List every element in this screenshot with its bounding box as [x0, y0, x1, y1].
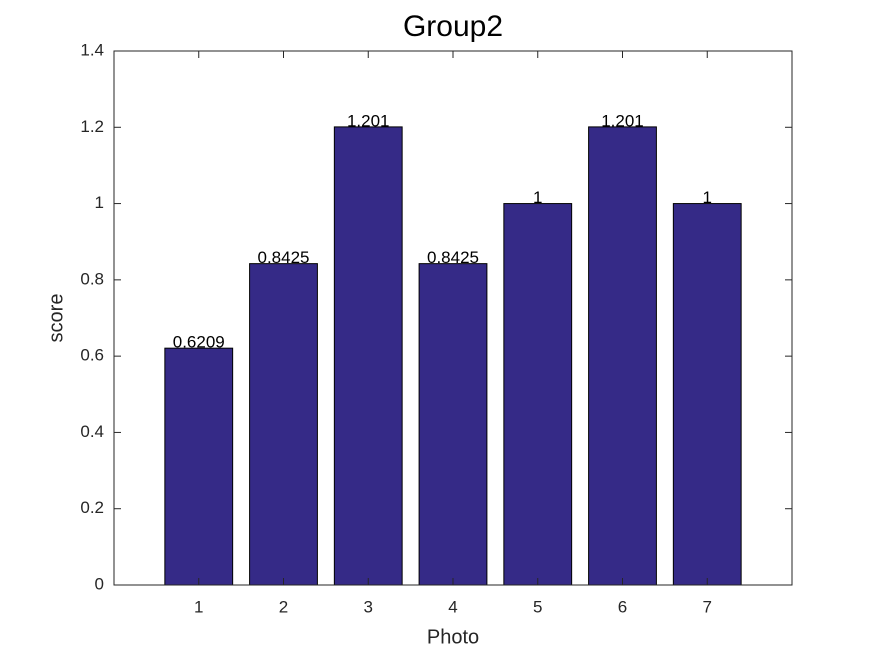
y-tick-label: 0.4: [80, 422, 104, 441]
x-tick-label: 4: [448, 597, 457, 616]
chart-title: Group2: [403, 10, 503, 43]
data-label: 0.6209: [173, 333, 225, 352]
y-tick-label: 0.8: [80, 269, 104, 288]
bar: [333, 126, 403, 586]
x-tick-label: 2: [279, 597, 288, 616]
y-axis-label: score: [45, 294, 67, 343]
bar: [503, 203, 573, 586]
y-tick-label: 0.2: [80, 498, 104, 517]
x-tick-label: 6: [618, 597, 627, 616]
x-tick-label: 3: [364, 597, 373, 616]
y-tick-label: 1.2: [80, 117, 104, 136]
y-tick-label: 0: [95, 574, 104, 593]
y-tick-label: 1.4: [80, 40, 104, 59]
bar: [672, 203, 742, 586]
bar: [249, 263, 318, 586]
data-label: 0.8425: [258, 248, 310, 267]
data-label: 1: [533, 188, 542, 207]
data-label: 1.201: [601, 111, 644, 130]
data-label: 0.8425: [427, 248, 479, 267]
data-label: 1: [703, 188, 712, 207]
bar: [164, 347, 234, 586]
data-label: 1.201: [347, 111, 390, 130]
y-tick-label: 0.6: [80, 346, 104, 365]
y-tick-label: 1: [95, 193, 104, 212]
x-tick-label: 1: [194, 597, 203, 616]
x-axis-label: Photo: [427, 626, 479, 648]
x-tick-label: 5: [533, 597, 542, 616]
bar: [588, 126, 657, 586]
x-tick-label: 7: [703, 597, 712, 616]
bar: [418, 263, 488, 586]
